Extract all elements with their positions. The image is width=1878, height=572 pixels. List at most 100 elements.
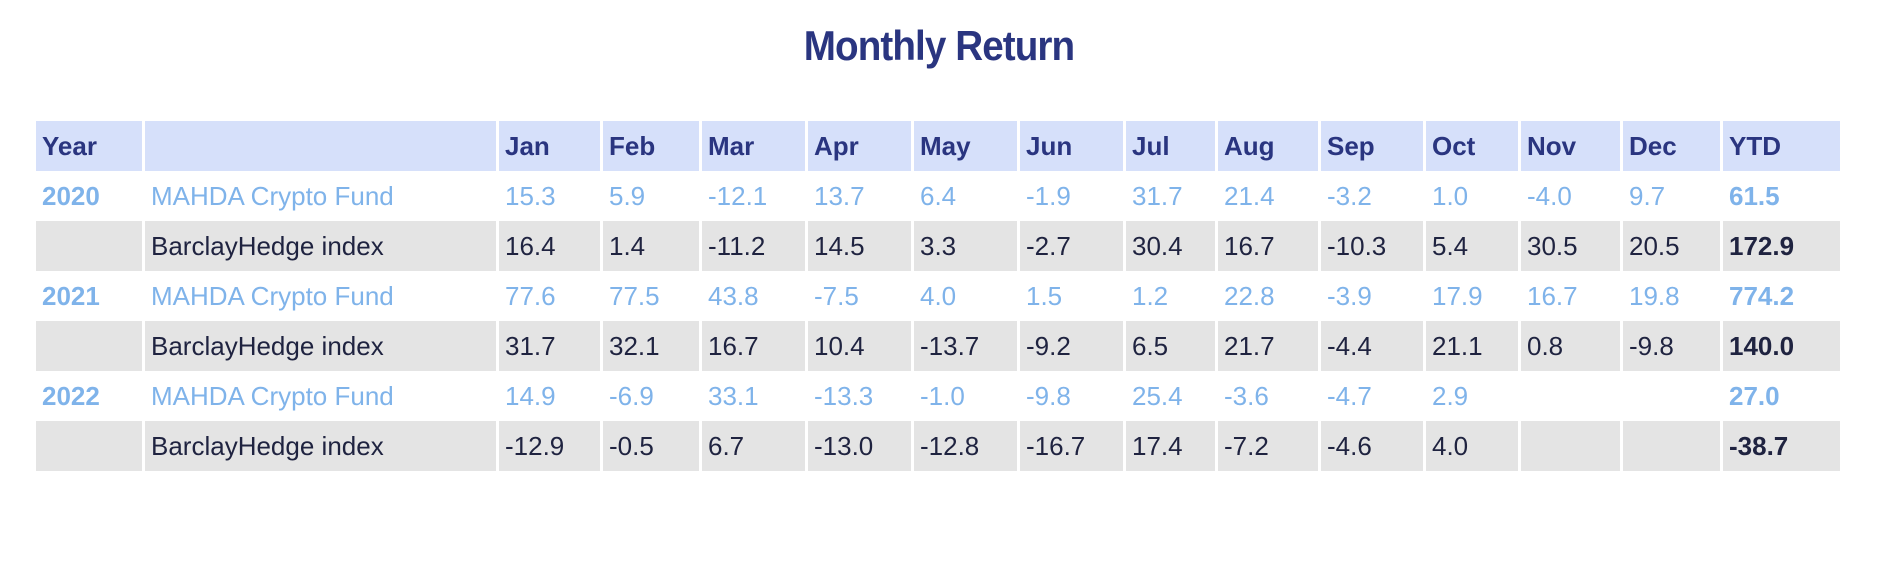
value-cell-jan: 15.3 xyxy=(499,171,600,221)
value-cell-jul: 17.4 xyxy=(1126,421,1215,471)
value-cell-apr: -13.0 xyxy=(808,421,911,471)
value-cell-jun: -2.7 xyxy=(1020,221,1123,271)
value-cell-nov xyxy=(1521,371,1620,421)
value-cell-dec: 19.8 xyxy=(1623,271,1720,321)
value-cell-oct: 21.1 xyxy=(1426,321,1518,371)
table-row: 2022 MAHDA Crypto Fund 14.9 -6.9 33.1 -13.3 -1… xyxy=(36,371,1840,421)
series-name-cell: MAHDA Crypto Fund xyxy=(145,171,496,221)
table-row: 2020 MAHDA Crypto Fund 15.3 5.9 -12.1 13.7 6.4… xyxy=(36,171,1840,221)
value-cell-may: 4.0 xyxy=(914,271,1017,321)
value-cell-feb: -6.9 xyxy=(603,371,699,421)
column-header-series xyxy=(145,121,496,171)
year-cell xyxy=(36,321,142,371)
value-cell-jan: 77.6 xyxy=(499,271,600,321)
year-cell xyxy=(36,421,142,471)
value-cell-jun: -1.9 xyxy=(1020,171,1123,221)
value-cell-mar: 6.7 xyxy=(702,421,805,471)
chart-title: Monthly Return xyxy=(803,22,1075,69)
column-header-apr: Apr xyxy=(808,121,911,171)
column-header-may: May xyxy=(914,121,1017,171)
value-cell-jul: 6.5 xyxy=(1126,321,1215,371)
value-cell-mar: 33.1 xyxy=(702,371,805,421)
value-cell-apr: 14.5 xyxy=(808,221,911,271)
ytd-cell: -38.7 xyxy=(1723,421,1840,471)
value-cell-dec xyxy=(1623,421,1720,471)
value-cell-dec: 9.7 xyxy=(1623,171,1720,221)
value-cell-jan: 14.9 xyxy=(499,371,600,421)
column-header-jul: Jul xyxy=(1126,121,1215,171)
column-header-oct: Oct xyxy=(1426,121,1518,171)
ytd-cell: 172.9 xyxy=(1723,221,1840,271)
value-cell-nov: -4.0 xyxy=(1521,171,1620,221)
value-cell-dec xyxy=(1623,371,1720,421)
value-cell-may: -12.8 xyxy=(914,421,1017,471)
value-cell-may: 6.4 xyxy=(914,171,1017,221)
value-cell-sep: -10.3 xyxy=(1321,221,1423,271)
table-header-row: Year Jan Feb Mar Apr May Jun Jul Aug Sep Oct Nov Dec… xyxy=(36,121,1840,171)
value-cell-jun: -9.2 xyxy=(1020,321,1123,371)
value-cell-jan: -12.9 xyxy=(499,421,600,471)
ytd-cell: 61.5 xyxy=(1723,171,1840,221)
table-row: BarclayHedge index 16.4 1.4 -11.2 14.5 3.3 -2.… xyxy=(36,221,1840,271)
value-cell-sep: -4.4 xyxy=(1321,321,1423,371)
value-cell-aug: -7.2 xyxy=(1218,421,1318,471)
column-header-dec: Dec xyxy=(1623,121,1720,171)
value-cell-apr: 10.4 xyxy=(808,321,911,371)
value-cell-mar: 43.8 xyxy=(702,271,805,321)
value-cell-apr: -7.5 xyxy=(808,271,911,321)
value-cell-oct: 5.4 xyxy=(1426,221,1518,271)
value-cell-jul: 30.4 xyxy=(1126,221,1215,271)
series-name-cell: BarclayHedge index xyxy=(145,321,496,371)
ytd-cell: 27.0 xyxy=(1723,371,1840,421)
value-cell-dec: -9.8 xyxy=(1623,321,1720,371)
table-row: BarclayHedge index 31.7 32.1 16.7 10.4 -13.7-… xyxy=(36,321,1840,371)
series-name-cell: BarclayHedge index xyxy=(145,221,496,271)
value-cell-feb: 32.1 xyxy=(603,321,699,371)
monthly-return-table: Year Jan Feb Mar Apr May Jun Jul Aug Sep Oct Nov Dec… xyxy=(33,121,1843,471)
value-cell-aug: 22.8 xyxy=(1218,271,1318,321)
column-header-year: Year xyxy=(36,121,142,171)
value-cell-aug: 21.7 xyxy=(1218,321,1318,371)
value-cell-nov: 16.7 xyxy=(1521,271,1620,321)
value-cell-aug: -3.6 xyxy=(1218,371,1318,421)
ytd-cell: 140.0 xyxy=(1723,321,1840,371)
column-header-jan: Jan xyxy=(499,121,600,171)
value-cell-oct: 2.9 xyxy=(1426,371,1518,421)
ytd-cell: 774.2 xyxy=(1723,271,1840,321)
year-cell: 2021 xyxy=(36,271,142,321)
column-header-nov: Nov xyxy=(1521,121,1620,171)
value-cell-aug: 21.4 xyxy=(1218,171,1318,221)
value-cell-mar: -11.2 xyxy=(702,221,805,271)
value-cell-jan: 31.7 xyxy=(499,321,600,371)
series-name-cell: MAHDA Crypto Fund xyxy=(145,271,496,321)
series-name-cell: MAHDA Crypto Fund xyxy=(145,371,496,421)
year-cell: 2020 xyxy=(36,171,142,221)
value-cell-nov: 0.8 xyxy=(1521,321,1620,371)
value-cell-nov: 30.5 xyxy=(1521,221,1620,271)
column-header-mar: Mar xyxy=(702,121,805,171)
column-header-aug: Aug xyxy=(1218,121,1318,171)
column-header-ytd: YTD xyxy=(1723,121,1840,171)
value-cell-feb: 5.9 xyxy=(603,171,699,221)
value-cell-jun: -9.8 xyxy=(1020,371,1123,421)
table-row: BarclayHedge index -12.9 -0.5 6.7 -13.0 -12.8… xyxy=(36,421,1840,471)
value-cell-mar: -12.1 xyxy=(702,171,805,221)
value-cell-may: -13.7 xyxy=(914,321,1017,371)
value-cell-jan: 16.4 xyxy=(499,221,600,271)
value-cell-oct: 4.0 xyxy=(1426,421,1518,471)
value-cell-oct: 1.0 xyxy=(1426,171,1518,221)
series-name-cell: BarclayHedge index xyxy=(145,421,496,471)
value-cell-mar: 16.7 xyxy=(702,321,805,371)
value-cell-sep: -3.2 xyxy=(1321,171,1423,221)
year-cell: 2022 xyxy=(36,371,142,421)
value-cell-feb: -0.5 xyxy=(603,421,699,471)
year-cell xyxy=(36,221,142,271)
value-cell-sep: -3.9 xyxy=(1321,271,1423,321)
value-cell-jun: 1.5 xyxy=(1020,271,1123,321)
value-cell-aug: 16.7 xyxy=(1218,221,1318,271)
value-cell-jul: 1.2 xyxy=(1126,271,1215,321)
value-cell-may: -1.0 xyxy=(914,371,1017,421)
column-header-jun: Jun xyxy=(1020,121,1123,171)
value-cell-nov xyxy=(1521,421,1620,471)
value-cell-jun: -16.7 xyxy=(1020,421,1123,471)
